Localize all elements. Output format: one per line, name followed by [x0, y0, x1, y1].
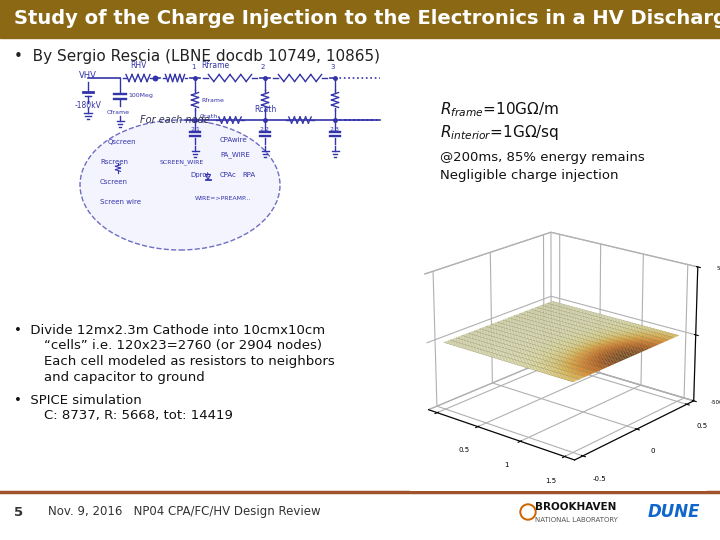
Bar: [0, 0, 720, 38]
Text: “cells” i.e. 120x23=2760 (or 2904 nodes): “cells” i.e. 120x23=2760 (or 2904 nodes): [44, 340, 322, 353]
Text: Study of the Charge Injection to the Electronics in a HV Discharge: Study of the Charge Injection to the Ele…: [14, 10, 720, 29]
Text: SCREEN_WIRE: SCREEN_WIRE: [160, 159, 204, 165]
Text: 2,3: 2,3: [330, 127, 340, 132]
Text: PA_WIRE: PA_WIRE: [220, 152, 250, 158]
Text: CPAc: CPAc: [220, 172, 237, 178]
Text: For each node: For each node: [140, 115, 210, 125]
Text: •  By Sergio Rescia (LBNE docdb 10749, 10865): • By Sergio Rescia (LBNE docdb 10749, 10…: [14, 49, 380, 64]
Text: Qscreen: Qscreen: [108, 139, 137, 145]
Text: Screen wire: Screen wire: [100, 199, 141, 205]
Text: VHV: VHV: [79, 71, 97, 80]
Text: 5: 5: [14, 505, 23, 518]
Circle shape: [520, 504, 536, 520]
Text: Negligible charge injection: Negligible charge injection: [440, 168, 618, 181]
Text: Ccath: Ccath: [200, 113, 218, 118]
Text: $R_{frame}$=10G$\Omega$/m: $R_{frame}$=10G$\Omega$/m: [440, 100, 559, 119]
Text: $R_{interior}$=1G$\Omega$/sq: $R_{interior}$=1G$\Omega$/sq: [440, 123, 559, 141]
Text: Rscreen: Rscreen: [100, 159, 128, 165]
Text: Rframe: Rframe: [201, 98, 224, 103]
Text: CPAwire: CPAwire: [220, 137, 248, 143]
Text: 1: 1: [191, 64, 195, 70]
Text: Each cell modeled as resistors to neighbors: Each cell modeled as resistors to neighb…: [44, 355, 335, 368]
Text: BROOKHAVEN: BROOKHAVEN: [535, 502, 616, 512]
Text: and capacitor to ground: and capacitor to ground: [44, 372, 204, 384]
Text: Rcath: Rcath: [254, 105, 276, 114]
Text: RHV: RHV: [130, 61, 146, 70]
Text: Cframe: Cframe: [107, 111, 130, 116]
Text: -180kV: -180kV: [75, 102, 102, 111]
Text: DUNE: DUNE: [648, 503, 701, 521]
Text: Nov. 9, 2016   NP04 CPA/FC/HV Design Review: Nov. 9, 2016 NP04 CPA/FC/HV Design Revie…: [48, 505, 320, 518]
Text: •  SPICE simulation: • SPICE simulation: [14, 394, 142, 407]
Text: WIRE=>PREAMP...: WIRE=>PREAMP...: [195, 195, 251, 200]
Text: 2,1: 2,1: [190, 127, 200, 132]
Text: C: 8737, R: 5668, tot: 14419: C: 8737, R: 5668, tot: 14419: [44, 409, 233, 422]
Text: 2,2: 2,2: [260, 127, 270, 132]
Circle shape: [522, 506, 534, 518]
Text: NATIONAL LABORATORY: NATIONAL LABORATORY: [535, 517, 618, 523]
Ellipse shape: [80, 120, 280, 250]
Text: Cscreen: Cscreen: [100, 179, 128, 185]
Text: Rframe: Rframe: [201, 61, 229, 70]
Text: 100Meg: 100Meg: [128, 93, 153, 98]
Text: 3: 3: [330, 64, 336, 70]
Text: Dprot: Dprot: [190, 172, 210, 178]
Text: •  Divide 12mx2.3m Cathode into 10cmx10cm: • Divide 12mx2.3m Cathode into 10cmx10cm: [14, 323, 325, 336]
Text: @200ms, 85% energy remains: @200ms, 85% energy remains: [440, 152, 644, 165]
Text: RPA: RPA: [242, 172, 255, 178]
Text: 2: 2: [261, 64, 265, 70]
